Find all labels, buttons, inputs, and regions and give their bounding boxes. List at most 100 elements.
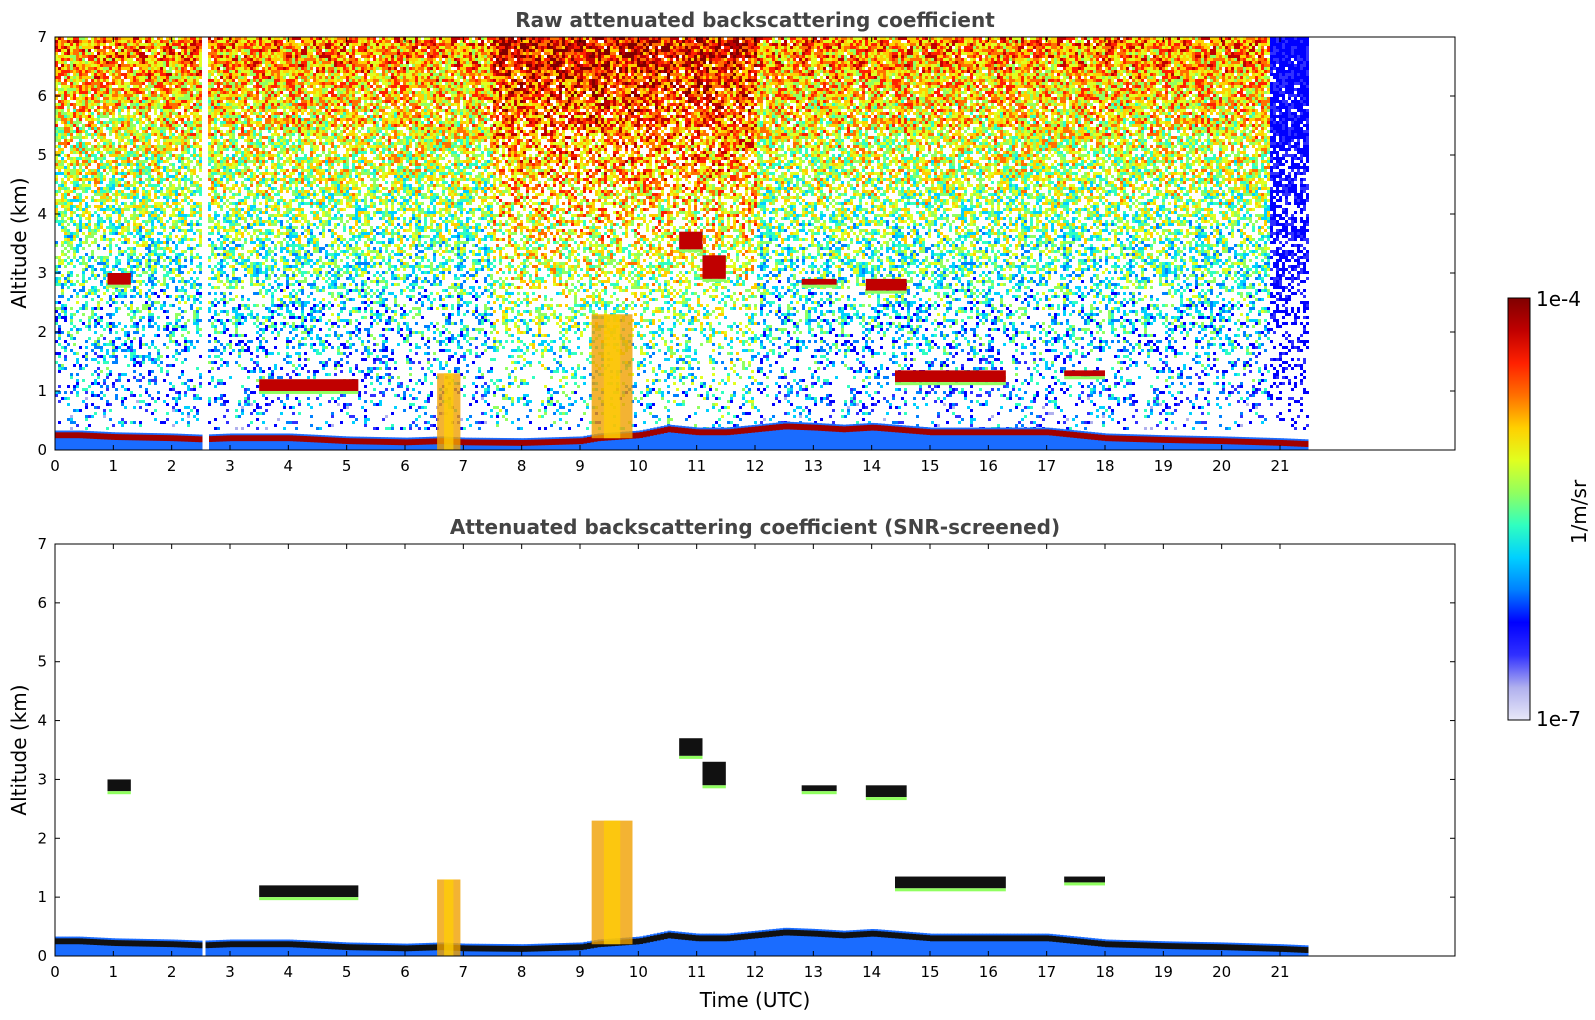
noise-pixel <box>154 277 157 280</box>
noise-pixel <box>127 139 130 142</box>
noise-pixel <box>148 298 151 301</box>
noise-pixel <box>163 160 166 163</box>
noise-pixel <box>124 340 127 343</box>
noise-pixel <box>178 88 181 91</box>
noise-pixel <box>208 100 211 103</box>
noise-pixel <box>247 145 250 148</box>
noise-pixel <box>91 241 94 244</box>
noise-pixel <box>229 292 232 295</box>
noise-pixel <box>130 79 133 82</box>
noise-pixel <box>193 181 196 184</box>
noise-pixel <box>82 151 85 154</box>
noise-pixel <box>160 133 163 136</box>
noise-pixel <box>157 256 160 259</box>
noise-pixel <box>190 181 193 184</box>
noise-pixel <box>160 112 163 115</box>
noise-pixel <box>70 151 73 154</box>
noise-pixel <box>244 55 247 58</box>
noise-pixel <box>196 79 199 82</box>
noise-pixel <box>250 352 253 355</box>
noise-pixel <box>115 208 118 211</box>
noise-pixel <box>253 223 256 226</box>
noise-pixel <box>139 115 142 118</box>
noise-pixel <box>235 214 238 217</box>
noise-pixel <box>211 136 214 139</box>
noise-pixel <box>136 64 139 67</box>
noise-pixel <box>127 124 130 127</box>
noise-pixel <box>226 94 229 97</box>
noise-pixel <box>130 142 133 145</box>
noise-pixel <box>175 253 178 256</box>
noise-pixel <box>256 70 259 73</box>
noise-pixel <box>124 175 127 178</box>
noise-pixel <box>181 289 184 292</box>
noise-pixel <box>199 46 202 49</box>
noise-pixel <box>187 178 190 181</box>
noise-pixel <box>223 292 226 295</box>
noise-pixel <box>151 304 154 307</box>
noise-pixel <box>142 67 145 70</box>
noise-pixel <box>148 358 151 361</box>
noise-pixel <box>193 283 196 286</box>
noise-pixel <box>190 226 193 229</box>
noise-pixel <box>175 256 178 259</box>
noise-pixel <box>166 94 169 97</box>
noise-pixel <box>211 379 214 382</box>
noise-pixel <box>208 214 211 217</box>
noise-pixel <box>184 214 187 217</box>
noise-pixel <box>154 379 157 382</box>
noise-pixel <box>85 118 88 121</box>
noise-pixel <box>106 352 109 355</box>
noise-pixel <box>112 64 115 67</box>
noise-pixel <box>256 157 259 160</box>
noise-pixel <box>235 76 238 79</box>
noise-pixel <box>247 142 250 145</box>
noise-pixel <box>187 127 190 130</box>
noise-pixel <box>58 61 61 64</box>
noise-pixel <box>127 157 130 160</box>
noise-pixel <box>247 304 250 307</box>
noise-pixel <box>184 139 187 142</box>
noise-pixel <box>223 103 226 106</box>
noise-pixel <box>64 112 67 115</box>
noise-pixel <box>79 94 82 97</box>
noise-pixel <box>193 346 196 349</box>
noise-pixel <box>154 202 157 205</box>
noise-pixel <box>232 97 235 100</box>
noise-pixel <box>64 127 67 130</box>
noise-pixel <box>82 100 85 103</box>
noise-pixel <box>220 241 223 244</box>
noise-pixel <box>214 385 217 388</box>
noise-pixel <box>184 259 187 262</box>
noise-pixel <box>178 343 181 346</box>
noise-pixel <box>208 307 211 310</box>
noise-pixel <box>178 136 181 139</box>
noise-pixel <box>142 316 145 319</box>
noise-pixel <box>136 76 139 79</box>
noise-pixel <box>199 205 202 208</box>
noise-pixel <box>82 109 85 112</box>
noise-pixel <box>109 166 112 169</box>
noise-pixel <box>136 61 139 64</box>
noise-pixel <box>109 214 112 217</box>
noise-pixel <box>163 202 166 205</box>
noise-pixel <box>232 172 235 175</box>
noise-pixel <box>178 409 181 412</box>
noise-pixel <box>154 118 157 121</box>
noise-pixel <box>133 370 136 373</box>
noise-pixel <box>94 43 97 46</box>
noise-pixel <box>76 160 79 163</box>
noise-pixel <box>94 241 97 244</box>
noise-pixel <box>58 82 61 85</box>
noise-pixel <box>118 190 121 193</box>
noise-pixel <box>235 40 238 43</box>
noise-pixel <box>214 46 217 49</box>
noise-pixel <box>196 223 199 226</box>
noise-pixel <box>196 109 199 112</box>
noise-pixel <box>70 160 73 163</box>
noise-pixel <box>172 82 175 85</box>
noise-pixel <box>214 127 217 130</box>
noise-pixel <box>154 301 157 304</box>
noise-pixel <box>244 304 247 307</box>
noise-pixel <box>211 325 214 328</box>
